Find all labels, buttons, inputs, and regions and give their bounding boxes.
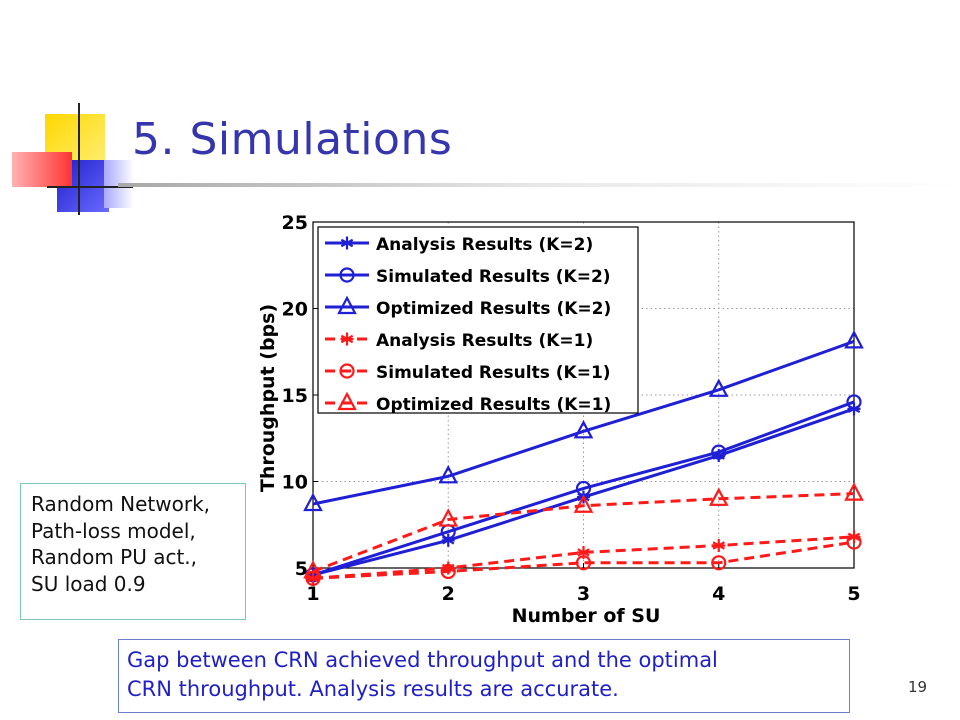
page-number: 19: [908, 678, 928, 696]
legend-label: Simulated Results (K=2): [376, 267, 611, 287]
data-point: [337, 391, 357, 411]
data-point: [438, 464, 459, 484]
series-line: [312, 540, 855, 580]
note-line: SU load 0.9: [31, 571, 146, 596]
title-underline: [118, 183, 960, 187]
data-point: [339, 267, 355, 283]
data-point: [846, 534, 862, 550]
series-line: [312, 400, 855, 577]
caption-box: Gap between CRN achieved throughput and …: [118, 639, 850, 713]
data-point: [708, 487, 729, 506]
data-point: [340, 236, 354, 250]
horizontal-line-decoration: [47, 186, 133, 188]
data-point: [303, 560, 323, 579]
series-line: [312, 535, 855, 580]
vertical-line-decoration: [78, 103, 80, 215]
series-line: [312, 492, 855, 573]
data-point: [708, 378, 729, 397]
x-tick-label: 1: [306, 583, 319, 605]
decorative-corner-graphic: [0, 0, 140, 215]
data-point: [573, 419, 594, 439]
red-gradient-decoration: [12, 152, 72, 187]
data-point: [337, 295, 357, 315]
y-tick-label: 20: [282, 299, 308, 321]
x-tick-label: 4: [712, 583, 725, 605]
data-point: [303, 492, 323, 512]
data-point: [846, 394, 862, 410]
x-tick-label: 5: [847, 583, 860, 605]
note-line: Random Network,: [31, 492, 211, 516]
data-point: [711, 444, 727, 460]
caption-line: CRN throughput. Analysis results are acc…: [127, 677, 619, 701]
series-group: [303, 330, 864, 512]
data-point: [573, 494, 594, 513]
series-group: [303, 482, 864, 579]
legend-box: [317, 226, 639, 414]
y-tick-label: 25: [282, 212, 308, 234]
data-point: [844, 330, 864, 349]
data-point: [440, 563, 456, 580]
legend-label: Analysis Results (K=2): [376, 235, 593, 255]
data-point: [712, 539, 726, 553]
data-point: [340, 332, 354, 346]
slide-title: 5. Simulations: [132, 114, 453, 165]
series-line: [312, 339, 855, 506]
caption-line: Gap between CRN achieved throughput and …: [127, 648, 718, 672]
simulation-settings-note: Random Network, Path-loss model, Random …: [20, 483, 246, 620]
x-tick-label: 2: [442, 583, 455, 605]
note-line: Random PU act.,: [31, 545, 198, 569]
legend-label: Simulated Results (K=1): [376, 363, 611, 383]
legend: Analysis Results (K=2) Simulated Results …: [317, 226, 639, 415]
data-point: [438, 508, 459, 527]
legend-label: Optimized Results (K=2): [376, 299, 611, 319]
x-tick-label: 3: [577, 583, 590, 605]
data-point: [844, 482, 864, 501]
note-line: Path-loss model,: [31, 518, 196, 543]
legend-label: Analysis Results (K=1): [376, 331, 593, 351]
data-point: [339, 363, 355, 379]
y-axis-label: Throughput (bps): [257, 304, 279, 492]
legend-label: Optimized Results (K=1): [376, 395, 611, 415]
y-tick-label: 15: [282, 385, 308, 407]
y-tick-label: 10: [282, 472, 308, 494]
data-point: [575, 555, 592, 571]
series-layer: [303, 330, 864, 586]
y-tick-label: 5: [295, 558, 308, 580]
x-axis-label: Number of SU: [512, 605, 661, 627]
data-point: [711, 555, 727, 571]
